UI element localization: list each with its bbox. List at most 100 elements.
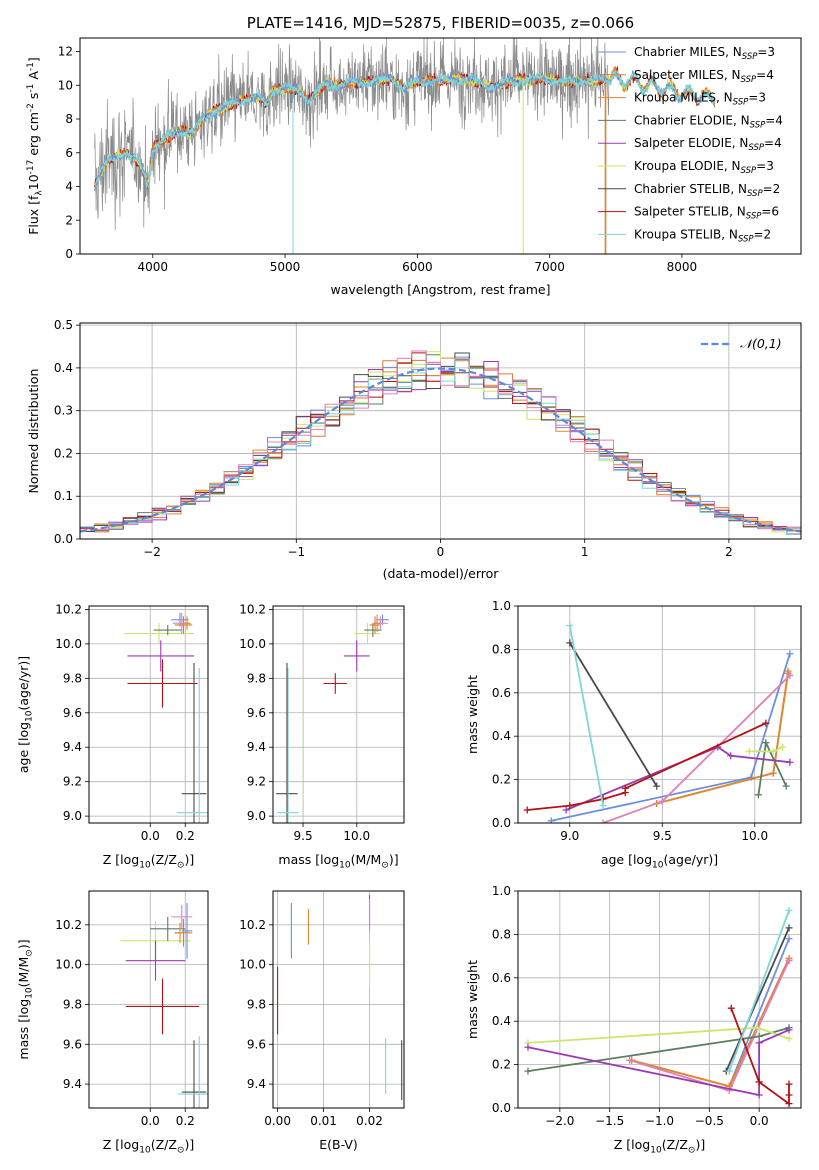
legend-label: Chabrier STELIB, N: [634, 182, 747, 196]
weight-marker: [785, 1091, 793, 1099]
weight-line: [602, 674, 791, 823]
x-tick-label: 0.2: [176, 829, 195, 843]
label-part: mass [log: [278, 852, 339, 867]
label-part: 10: [139, 1146, 151, 1156]
legend-label: Kroupa MILES, N: [634, 91, 733, 105]
weight-line: [569, 642, 658, 787]
y-tick-label: 10.0: [55, 637, 82, 651]
y-tick-label: 0.8: [492, 927, 511, 941]
weight-marker: [762, 739, 770, 747]
axes-frame: [517, 605, 802, 824]
y-tick-label: 0.1: [54, 489, 73, 503]
label-part: s: [26, 93, 41, 104]
x-tick-label: −1.5: [595, 1114, 624, 1128]
legend-post: =4: [756, 68, 774, 82]
x-tick-label: 7000: [534, 260, 565, 274]
legend-entry: Kroupa STELIB, NSSP=2: [634, 227, 771, 244]
x-tick-label: −2: [143, 545, 161, 559]
y-tick-label: 0.3: [54, 404, 73, 418]
panel-weight_vs_Z: −2.0 −1.5 −1.0 −0.5 0.0 0.0 0.2 0.4 0.6 0.8 1.0 Z […: [465, 884, 802, 1156]
weight-marker: [785, 924, 793, 932]
y-tick-label: 0.0: [492, 816, 511, 830]
x-tick-label: 9.5: [653, 829, 672, 843]
y-tick-label: 0.4: [492, 1014, 511, 1028]
legend-entry: Chabrier ELODIE, NSSP=4: [634, 113, 783, 130]
label-part: ⊙: [25, 949, 35, 957]
label-part: )]: [389, 852, 399, 867]
label-part: mass [log: [16, 999, 31, 1060]
weight-line: [728, 910, 790, 1072]
y-tick-label: 9.6: [63, 1037, 82, 1051]
y-tick-label: 0.4: [54, 361, 73, 375]
legend-post: =4: [764, 136, 782, 150]
x-tick-label: −1: [287, 545, 305, 559]
x-axis-label: Z [log10(Z/Z⊙)]: [103, 1137, 194, 1156]
x-axis-label: wavelength [Angstrom, rest frame]: [330, 282, 550, 297]
label-part: A: [26, 71, 41, 84]
weight-marker: [754, 791, 762, 799]
legend-post: =2: [763, 182, 781, 196]
weight-marker: [785, 1080, 793, 1088]
y-tick-label: 9.2: [247, 775, 266, 789]
weight-line: [551, 653, 791, 822]
x-tick-label: 6000: [402, 260, 433, 274]
label-part: (age/yr)]: [663, 852, 718, 867]
y-tick-label: 9.0: [247, 809, 266, 823]
label-part: age [log: [601, 852, 652, 867]
label-part: ]: [26, 57, 41, 62]
y-tick-label: 2: [65, 213, 73, 227]
legend-label: Salpeter STELIB, N: [634, 205, 746, 219]
y-tick-label: 0.0: [54, 532, 73, 546]
x-axis-label: Z [log10(Z/Z⊙)]: [103, 852, 194, 871]
panel-age_vs_mass: 9.5 10.0 9.0 9.2 9.4 9.6 9.8 10.0 10.2 mass [log1…: [239, 602, 405, 871]
x-tick-label: 4000: [137, 260, 168, 274]
weight-marker: [753, 1024, 761, 1032]
weight-marker: [755, 1091, 763, 1099]
y-tick-label: 10.0: [239, 958, 266, 972]
weight-marker: [547, 817, 555, 823]
label-part: (age/yr)]: [16, 656, 31, 711]
x-tick-label: −0.5: [695, 1114, 724, 1128]
weight-marker: [785, 935, 793, 943]
legend-label: Kroupa ELODIE, N: [634, 159, 741, 173]
y-tick-label: 9.8: [247, 671, 266, 685]
legend-sub: SSP: [741, 166, 757, 176]
legend-post: =3: [756, 159, 774, 173]
y-tick-label: 0.2: [54, 446, 73, 460]
weight-marker: [785, 956, 793, 964]
weight-marker: [779, 743, 787, 751]
weight-line: [725, 927, 790, 1072]
legend-entry: Salpeter MILES, NSSP=4: [634, 68, 774, 85]
weight-line: [728, 938, 790, 1087]
y-tick-label: 0.5: [54, 318, 73, 332]
panel-mass_vs_ebv: 0.00 0.01 0.02 9.4 9.6 9.8 10.0 10.2 E(B-V): [239, 890, 405, 1152]
weight-marker: [762, 719, 770, 727]
label-part: (M/M: [16, 957, 31, 988]
x-axis-label: age [log10(age/yr)]: [601, 852, 718, 871]
weight-marker: [562, 806, 570, 814]
weight-marker: [653, 782, 661, 790]
legend-entry: Kroupa MILES, NSSP=3: [634, 91, 766, 108]
x-axis-label: Z [log10(Z/Z⊙)]: [614, 1137, 705, 1156]
y-axis-label: mass [log10(M/M⊙)]: [16, 939, 35, 1059]
y-tick-label: 0.6: [492, 686, 511, 700]
y-tick-label: 0.2: [492, 773, 511, 787]
x-tick-label: 0.00: [264, 1114, 291, 1128]
x-tick-label: 0.0: [141, 1114, 160, 1128]
y-tick-label: 9.2: [63, 775, 82, 789]
label-part: -2: [26, 103, 36, 112]
y-tick-label: 0: [65, 247, 73, 261]
legend-sub: SSP: [741, 75, 757, 85]
y-axis-label: age [log10(age/yr)]: [16, 656, 35, 773]
y-tick-label: 0.0: [492, 1101, 511, 1115]
legend-entry: Salpeter STELIB, NSSP=6: [634, 205, 779, 222]
observed-spectrum: [94, 38, 610, 231]
legend-label: Chabrier MILES, N: [634, 45, 742, 59]
weight-line: [568, 625, 604, 806]
x-axis-label: (data-model)/error: [383, 566, 500, 581]
plot-area: [94, 38, 716, 254]
y-tick-label: 0.8: [492, 642, 511, 656]
y-tick-label: 12: [58, 45, 73, 59]
y-tick-label: 10.2: [239, 918, 266, 932]
y-tick-label: 10: [58, 78, 73, 92]
